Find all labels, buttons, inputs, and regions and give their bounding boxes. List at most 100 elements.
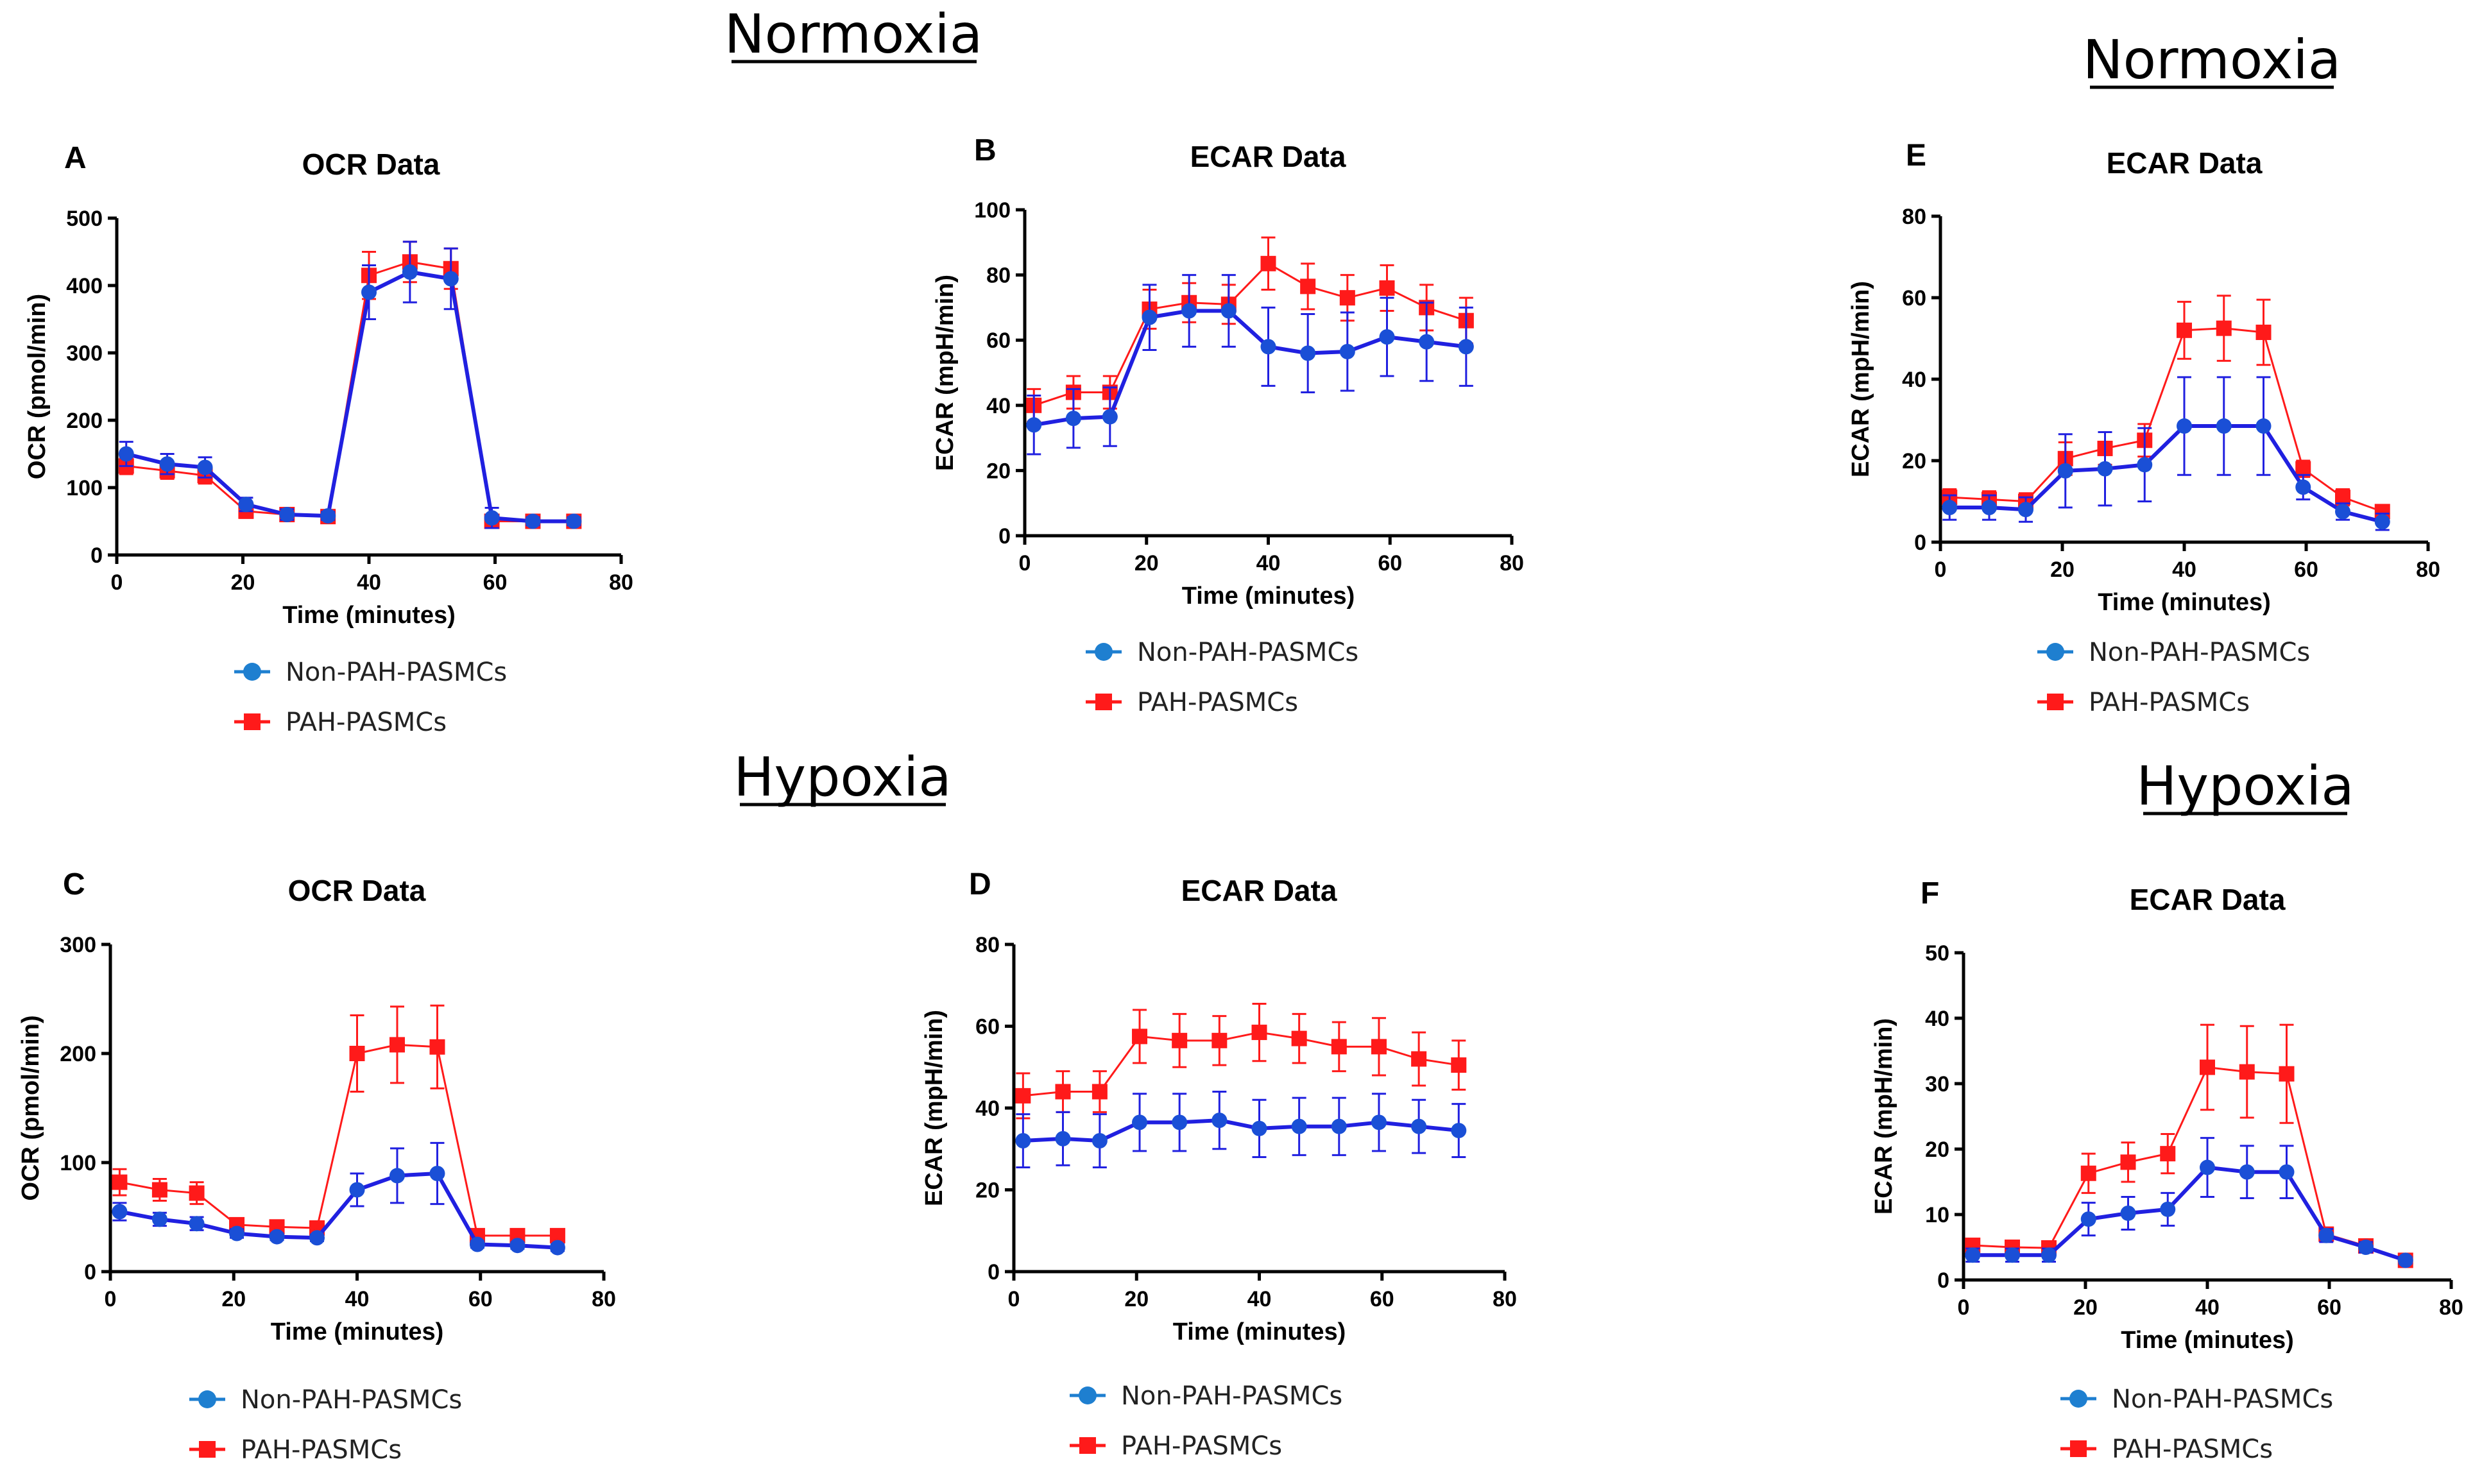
series-non-pah <box>112 1141 565 1256</box>
data-point <box>1172 1114 1188 1130</box>
data-point <box>1055 1084 1071 1100</box>
series-pah <box>112 1004 565 1243</box>
panel-letter: C <box>63 867 85 901</box>
panel-a: A OCR Data 0 100 200 300 400 500 0 20 40 60 80 Time (… <box>24 141 633 737</box>
data-point <box>484 510 500 526</box>
chart-title: ECAR Data <box>1181 874 1337 907</box>
legend: Non-PAH-PASMCs PAH-PASMCs <box>2037 638 2310 717</box>
data-point <box>2255 324 2272 340</box>
data-point <box>197 459 213 475</box>
data-point <box>2216 320 2232 336</box>
legend-label: PAH-PASMCs <box>1137 688 1298 717</box>
series-non-pah <box>118 241 582 529</box>
y-axis-label: OCR (pmol/min) <box>24 294 51 479</box>
y-axis-label: ECAR (mpH/min) <box>1847 281 1874 477</box>
data-point <box>309 1230 325 1246</box>
data-point <box>2335 490 2350 506</box>
legend: Non-PAH-PASMCs PAH-PASMCs <box>1070 1381 1342 1461</box>
data-point <box>2216 418 2232 434</box>
data-point <box>509 1238 526 1254</box>
x-tick-label: 80 <box>2439 1295 2463 1320</box>
data-point <box>1300 345 1316 361</box>
data-point <box>238 497 254 513</box>
x-axis-label: Time (minutes) <box>2098 589 2271 616</box>
data-point <box>1055 1130 1071 1147</box>
heading-hypoxia-right: Hypoxia <box>2136 755 2354 817</box>
data-point <box>2120 1205 2136 1221</box>
y-tick-label: 300 <box>66 341 103 366</box>
data-point <box>2374 514 2390 530</box>
heading-normoxia-right: Normoxia <box>2083 28 2341 91</box>
data-point <box>269 1229 285 1245</box>
data-point <box>1142 309 1158 325</box>
legend-label: Non-PAH-PASMCs <box>2089 638 2310 667</box>
y-tick-label: 20 <box>975 1179 1000 1203</box>
panel-e: E ECAR Data 0 20 40 60 80 0 20 40 60 80 Time (minute… <box>1847 139 2440 717</box>
data-point <box>1965 1247 1981 1263</box>
y-axis-label: ECAR (mpH/min) <box>932 275 959 471</box>
chart-title: ECAR Data <box>1190 140 1346 173</box>
legend-marker-circle <box>2046 643 2064 661</box>
panel-letter: B <box>974 133 997 167</box>
series-pah <box>1015 1002 1467 1120</box>
data-point <box>1942 500 1958 516</box>
data-point <box>402 264 418 280</box>
series-line <box>1023 1031 1459 1097</box>
series-non-pah <box>1965 1137 2413 1268</box>
y-tick-label: 40 <box>1902 368 1926 392</box>
legend-label: Non-PAH-PASMCs <box>1121 1381 1342 1411</box>
y-tick-label: 80 <box>1902 205 1926 229</box>
legend-label: Non-PAH-PASMCs <box>2112 1385 2333 1414</box>
x-tick-label: 40 <box>2172 558 2196 582</box>
y-tick-label: 60 <box>986 328 1011 353</box>
data-point <box>1026 417 1042 433</box>
heading-hypoxia-left: Hypoxia <box>733 746 952 808</box>
data-point <box>151 1211 167 1227</box>
data-point <box>1015 1133 1031 1148</box>
legend-marker-circle <box>1095 643 1113 661</box>
legend-label: PAH-PASMCs <box>2089 688 2250 717</box>
y-tick-label: 60 <box>1902 286 1926 311</box>
y-tick-label: 0 <box>998 524 1011 549</box>
data-point <box>2397 1252 2413 1268</box>
y-tick-label: 40 <box>975 1096 1000 1121</box>
y-tick-label: 200 <box>60 1042 96 1066</box>
data-point <box>1260 255 1276 271</box>
data-point <box>112 1204 128 1220</box>
x-tick-label: 40 <box>357 570 381 595</box>
x-tick-label: 20 <box>221 1287 246 1311</box>
data-point <box>1371 1114 1387 1130</box>
data-point <box>1291 1030 1307 1046</box>
data-point <box>2160 1146 2176 1162</box>
legend-marker-square <box>2047 694 2064 710</box>
data-point <box>2200 1159 2215 1175</box>
data-point <box>2279 1066 2295 1082</box>
x-tick-label: 20 <box>2073 1295 2098 1320</box>
data-point <box>159 456 175 472</box>
x-axis-label: Time (minutes) <box>2121 1327 2294 1354</box>
data-point <box>525 513 541 529</box>
data-point <box>2018 502 2033 518</box>
data-point <box>1220 303 1237 319</box>
legend-marker-square <box>244 713 261 730</box>
data-point <box>1132 1114 1148 1130</box>
x-axis-label: Time (minutes) <box>1173 1318 1346 1345</box>
x-tick-label: 0 <box>1958 1295 1970 1320</box>
y-tick-label: 80 <box>986 264 1011 288</box>
y-tick-label: 20 <box>1902 449 1926 473</box>
data-point <box>1065 411 1081 427</box>
x-tick-label: 40 <box>2195 1295 2220 1320</box>
data-point <box>2295 479 2311 495</box>
data-point <box>1181 303 1197 319</box>
data-point <box>2097 461 2113 477</box>
data-point <box>566 513 582 529</box>
data-point <box>2080 1211 2096 1227</box>
x-tick-label: 80 <box>609 570 633 595</box>
chart-title: ECAR Data <box>2130 883 2286 916</box>
data-point <box>189 1216 205 1232</box>
data-point <box>1419 334 1435 350</box>
legend-label: PAH-PASMCs <box>241 1435 402 1465</box>
data-point <box>320 508 336 524</box>
series-line <box>1033 262 1467 407</box>
